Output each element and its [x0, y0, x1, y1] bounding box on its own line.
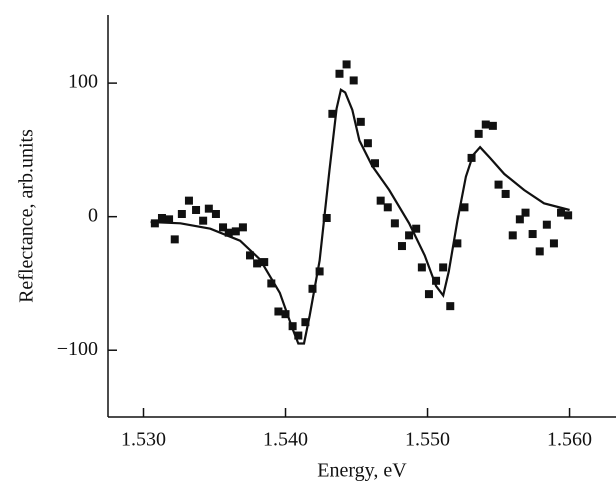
- fit-line: [150, 88, 570, 345]
- data-point: [267, 279, 276, 288]
- x-tick-label: 1.550: [405, 429, 450, 451]
- data-point: [328, 109, 337, 118]
- data-point: [474, 129, 483, 138]
- data-point: [542, 220, 551, 229]
- data-point: [370, 159, 379, 168]
- data-point: [260, 258, 269, 267]
- data-point: [424, 290, 433, 299]
- data-point: [549, 239, 558, 248]
- data-point: [460, 203, 469, 212]
- data-point: [294, 331, 303, 340]
- data-point: [281, 310, 290, 319]
- data-point: [376, 196, 385, 205]
- data-point: [501, 189, 510, 198]
- data-point: [224, 228, 233, 237]
- data-point: [557, 208, 566, 217]
- data-point: [515, 215, 524, 224]
- data-point: [417, 263, 426, 272]
- data-point: [211, 209, 220, 218]
- data-point: [170, 235, 179, 244]
- data-point: [238, 223, 247, 232]
- x-axis-label: Energy, eV: [317, 460, 407, 482]
- data-point: [219, 223, 228, 232]
- data-point: [335, 69, 344, 78]
- data-point: [231, 227, 240, 236]
- y-axis-label: Reflectance, arb.units: [16, 129, 38, 303]
- data-point: [165, 215, 174, 224]
- data-point: [535, 247, 544, 256]
- data-point: [157, 214, 166, 223]
- x-tick-label: 1.530: [121, 429, 166, 451]
- data-point: [363, 139, 372, 148]
- data-point: [383, 203, 392, 212]
- data-point: [342, 60, 351, 69]
- x-tick-label: 1.560: [547, 429, 592, 451]
- y-tick-label: −100: [57, 338, 98, 360]
- data-point: [274, 307, 283, 316]
- data-point: [322, 214, 331, 223]
- data-point: [308, 284, 317, 293]
- data-point: [528, 230, 537, 239]
- data-point: [481, 120, 490, 129]
- data-point: [150, 219, 159, 228]
- data-point: [204, 204, 213, 213]
- data-point: [315, 267, 324, 276]
- y-tick-label: 100: [68, 71, 98, 93]
- data-point: [356, 117, 365, 126]
- data-point: [390, 219, 399, 228]
- data-point: [405, 231, 414, 240]
- data-point: [494, 180, 503, 189]
- data-point: [508, 231, 517, 240]
- data-point: [349, 76, 358, 85]
- data-point: [192, 205, 201, 214]
- x-tick-label: 1.540: [263, 429, 308, 451]
- data-point: [412, 224, 421, 233]
- data-point: [199, 216, 208, 225]
- y-tick-label: 0: [88, 204, 98, 226]
- data-point: [453, 239, 462, 248]
- data-point: [439, 263, 448, 272]
- data-point: [521, 208, 530, 217]
- data-point: [177, 209, 186, 218]
- data-point: [432, 276, 441, 285]
- data-point: [301, 318, 310, 327]
- data-point: [564, 211, 573, 220]
- data-point: [488, 121, 497, 130]
- data-point: [446, 302, 455, 311]
- data-point: [397, 242, 406, 251]
- data-point: [253, 259, 262, 268]
- data-point: [246, 251, 255, 260]
- data-point: [184, 196, 193, 205]
